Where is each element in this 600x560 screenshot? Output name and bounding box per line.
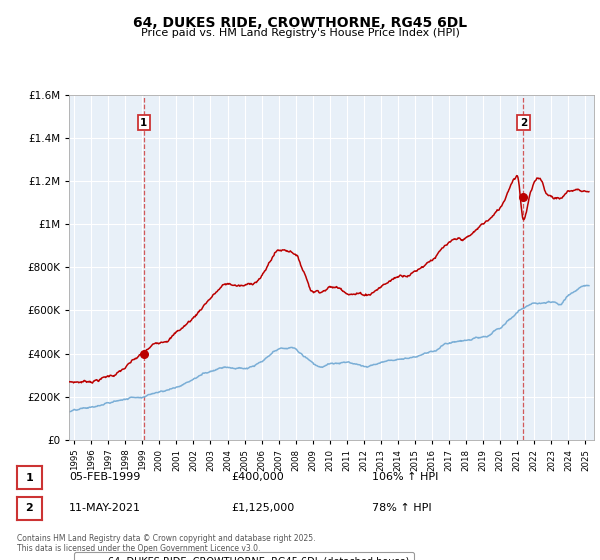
Text: 05-FEB-1999: 05-FEB-1999 [69, 472, 140, 482]
Text: 2: 2 [520, 118, 527, 128]
Legend: 64, DUKES RIDE, CROWTHORNE, RG45 6DL (detached house), HPI: Average price, detac: 64, DUKES RIDE, CROWTHORNE, RG45 6DL (de… [74, 552, 414, 560]
Text: 1: 1 [26, 473, 33, 483]
Text: £400,000: £400,000 [231, 472, 284, 482]
Text: 2: 2 [26, 503, 33, 514]
Text: 106% ↑ HPI: 106% ↑ HPI [372, 472, 439, 482]
Text: £1,125,000: £1,125,000 [231, 503, 294, 513]
Text: 1: 1 [140, 118, 148, 128]
Text: 11-MAY-2021: 11-MAY-2021 [69, 503, 141, 513]
Text: Price paid vs. HM Land Registry's House Price Index (HPI): Price paid vs. HM Land Registry's House … [140, 28, 460, 38]
Text: 78% ↑ HPI: 78% ↑ HPI [372, 503, 431, 513]
Text: 64, DUKES RIDE, CROWTHORNE, RG45 6DL: 64, DUKES RIDE, CROWTHORNE, RG45 6DL [133, 16, 467, 30]
Text: Contains HM Land Registry data © Crown copyright and database right 2025.
This d: Contains HM Land Registry data © Crown c… [17, 534, 316, 553]
